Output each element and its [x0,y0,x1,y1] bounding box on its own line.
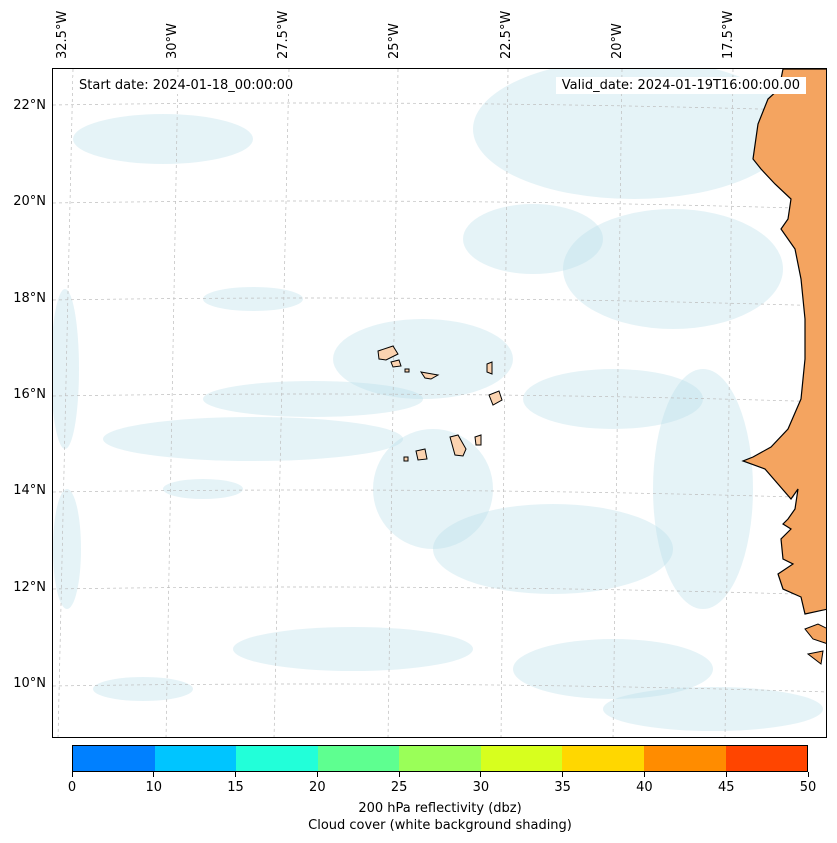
lon-label-27-5w: 27.5°W [276,10,291,59]
colorbar-tick [807,772,809,777]
cloud-patch [653,369,753,609]
meridian-line [165,69,179,737]
map-canvas [53,69,826,737]
colorbar-tick [643,772,645,777]
colorbar-tick [153,772,155,777]
reflectivity-colorbar [72,745,808,772]
lat-label-16n: 16°N [13,387,46,402]
colorbar-tick-label: 30 [472,780,490,795]
island-sao-nicolau [419,371,440,380]
colorbar-segment-1 [154,746,237,771]
colorbar-tick [71,772,73,777]
guinea-bissau-islands [804,623,826,665]
colorbar-segment-4 [399,746,481,771]
cloud-patch [473,69,793,199]
colorbar-label: 200 hPa reflectivity (dbz) [358,801,522,816]
island-sal [486,361,493,375]
valid-date-label: Valid_date: 2024-01-19T16:00:00.00 [555,77,806,94]
lon-label-17-5w: 17.5°W [721,10,736,59]
island-maio [474,434,482,446]
colorbar-tick-label: 0 [67,780,77,795]
colorbar-tick [398,772,400,777]
island-santiago [449,434,467,457]
colorbar-segment-0 [73,746,155,771]
island-boa-vista [488,390,503,406]
colorbar-tick-label: 45 [717,780,735,795]
meridian-line [273,69,290,737]
cloud-patch [463,204,603,274]
start-date-label: Start date: 2024-01-18_00:00:00 [73,77,300,94]
colorbar-segment-7 [643,746,726,771]
cloud-patch [163,479,243,499]
colorbar-segment-3 [317,746,400,771]
meridian-line [612,69,623,737]
colorbar-segment-5 [480,746,563,771]
cloud-patch [233,627,473,671]
colorbar-tick-label: 35 [554,780,571,795]
colorbar-tick [725,772,727,777]
colorbar-segment-2 [236,746,318,771]
island-sao-vicente [390,359,402,368]
meridian-line [387,69,399,737]
lat-label-22n: 22°N [13,98,46,113]
cloud-patch [103,417,403,461]
colorbar-sublabel: Cloud cover (white background shading) [308,818,572,833]
parallel-line [53,200,826,210]
cloud-patch [53,489,81,609]
meridian-line [500,69,509,737]
lon-label-30w: 30°W [165,23,180,59]
colorbar-tick-label: 20 [309,780,326,795]
cloud-patch [203,287,303,311]
cloud-cover-shading [53,69,823,731]
cloud-patch [73,114,253,164]
island-brava [403,456,409,462]
cloud-patch [603,687,823,731]
cloud-patch [333,319,513,399]
colorbar-tick-label: 15 [227,780,244,795]
lon-label-32-5w: 32.5°W [55,10,70,59]
colorbar-tick [480,772,482,777]
africa-landmass [741,69,826,615]
lat-label-20n: 20°N [13,194,46,209]
cloud-patch [93,677,193,701]
lon-label-25w: 25°W [387,23,402,59]
cloud-patch [563,209,783,329]
colorbar-tick-label: 40 [636,780,653,795]
map-panel[interactable]: Start date: 2024-01-18_00:00:00 Valid_da… [52,68,827,738]
island-fogo [415,448,428,461]
colorbar-segment-8 [725,746,808,771]
meridian-line [724,69,734,737]
colorbar-tick-label: 10 [145,780,163,795]
colorbar-tick [316,772,318,777]
colorbar-tick [562,772,564,777]
lon-label-20w: 20°W [610,23,625,59]
lat-label-10n: 10°N [13,676,46,691]
lat-label-14n: 14°N [13,483,46,498]
lat-label-18n: 18°N [13,291,46,306]
cloud-patch [513,639,713,699]
lat-label-12n: 12°N [13,580,46,595]
cloud-patch [433,504,673,594]
island-santo-antao [377,345,399,361]
colorbar-tick [235,772,237,777]
cloud-patch [373,429,493,549]
cloud-patch [203,381,423,417]
island-santa-luzia [404,368,410,373]
cape-verde-islands [377,345,503,462]
cloud-patch [523,369,703,429]
colorbar-segment-6 [562,746,644,771]
colorbar-tick-label: 25 [390,780,408,795]
graticule [53,69,826,737]
lon-label-22-5w: 22.5°W [499,10,514,59]
colorbar-tick-label: 50 [799,780,817,795]
meridian-line [57,69,74,737]
